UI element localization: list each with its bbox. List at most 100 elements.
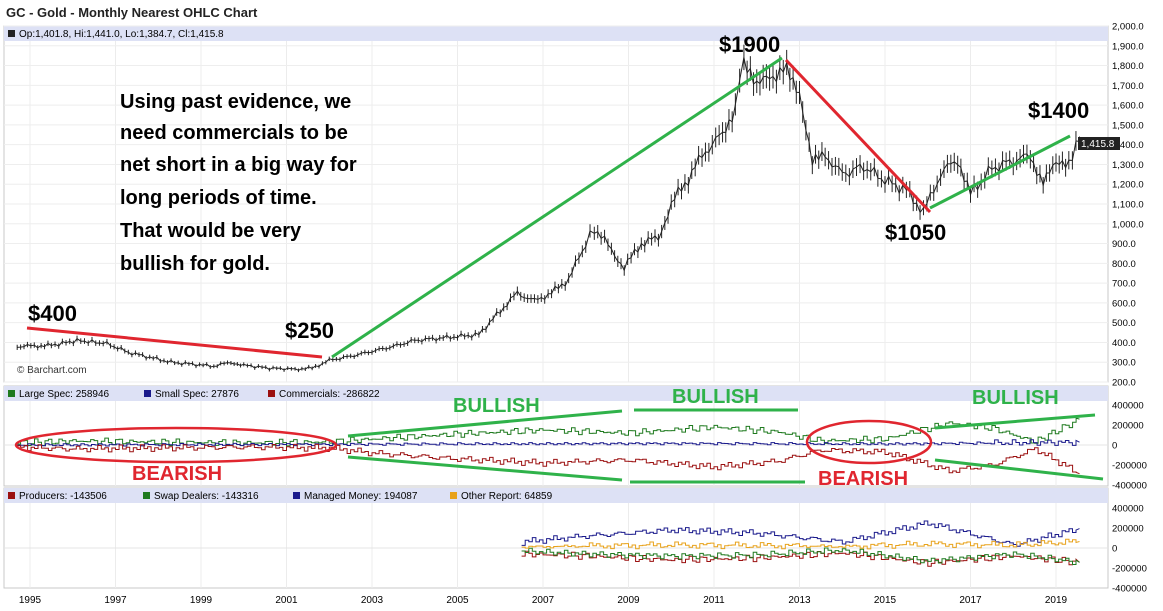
series-small-spec: [17, 439, 1080, 447]
cot-y-ticks: 400000 200000 0 -200000 -400000: [1112, 401, 1147, 492]
trendline-red-2012-2016: [784, 58, 932, 214]
price-series-line: [17, 57, 1080, 371]
commentary-line-2: need commercials to be: [120, 122, 348, 144]
price-y-tick-label: 600.0: [1112, 298, 1136, 309]
x-tick-label: 2015: [874, 595, 897, 606]
chart-title: GC - Gold - Monthly Nearest OHLC Chart: [6, 5, 258, 20]
price-y-tick-label: 1,600.0: [1112, 101, 1144, 112]
commentary-line-3: net short in a big way for: [120, 154, 357, 176]
bearish-ellipse-2: [805, 419, 933, 465]
price-y-tick-label: 2,000.0: [1112, 22, 1144, 33]
price-y-tick-label: 700.0: [1112, 279, 1136, 290]
commentary-line-6: bullish for gold.: [120, 253, 270, 275]
cot-y-tick-label: 200000: [1112, 421, 1144, 432]
cot-detail-legend: Producers: -143506 Swap Dealers: -143316…: [8, 491, 553, 502]
legend-producers: Producers: -143506: [19, 491, 107, 502]
price-y-ticks: 2,000.0 1,900.0 1,800.0 1,700.0 1,600.0 1,500…: [1112, 22, 1144, 389]
bullish-upper-line-3: [934, 413, 1096, 430]
price-y-tick-label: 1,300.0: [1112, 160, 1144, 171]
last-price-box: [1078, 137, 1120, 150]
price-y-tick-label: 1,000.0: [1112, 219, 1144, 230]
cot-y-tick-label: 0: [1112, 544, 1117, 555]
price-y-grid: [4, 25, 1108, 383]
bullish-lower-line-3: [934, 458, 1104, 481]
series-managed-money: [521, 520, 1080, 547]
price-legend-text: Op:1,401.8, Hi:1,441.0, Lo:1,384.7, Cl:1…: [19, 29, 224, 40]
legend-swatch-swap-dealers: [143, 492, 150, 499]
x-tick-label: 2009: [617, 595, 640, 606]
commentary-line-4: long periods of time.: [120, 187, 317, 209]
series-other-report: [521, 538, 1080, 550]
trendline-green-2016-2019: [929, 134, 1071, 210]
legend-swap-dealers: Swap Dealers: -143316: [154, 491, 259, 502]
trendline-red-1995: [26, 326, 323, 359]
cot-detail-panel-frame: [3, 487, 1109, 589]
x-tick-label: 1995: [19, 595, 42, 606]
price-y-tick-label: 300.0: [1112, 358, 1136, 369]
x-tick-label: 1997: [104, 595, 127, 606]
x-tick-label: 2013: [788, 595, 811, 606]
legend-swatch-large-spec: [8, 390, 15, 397]
cot-detail-series: [4, 520, 1108, 567]
legend-swatch-commercials: [268, 390, 275, 397]
price-y-tick-label: 500.0: [1112, 318, 1136, 329]
series-swap-dealers: [521, 547, 1080, 565]
annotation-1050: $1050: [885, 220, 946, 245]
x-tick-label: 2007: [532, 595, 555, 606]
cot-legend: Large Spec: 258946 Small Spec: 27876 Com…: [8, 389, 380, 400]
price-y-tick-label: 1,200.0: [1112, 180, 1144, 191]
x-tick-label: 2017: [959, 595, 982, 606]
cot-legend-bar: [4, 386, 1108, 401]
annotation-250: $250: [285, 318, 334, 343]
price-y-tick-label: 900.0: [1112, 239, 1136, 250]
x-tick-label: 1999: [190, 595, 213, 606]
price-y-tick-label: 400.0: [1112, 338, 1136, 349]
legend-swatch-price: [8, 30, 15, 37]
x-tick-label: 2019: [1045, 595, 1068, 606]
legend-swatch-producers: [8, 492, 15, 499]
x-tick-label: 2005: [446, 595, 469, 606]
commentary-text: Using past evidence, we need commercials…: [120, 91, 357, 275]
cot-detail-y-ticks: 400000 200000 0 -200000 -400000: [1112, 504, 1147, 595]
legend-swatch-small-spec: [144, 390, 151, 397]
label-bullish-3: BULLISH: [972, 387, 1059, 409]
price-y-tick-label: 1,900.0: [1112, 41, 1144, 52]
cot-y-tick-label: 0: [1112, 441, 1117, 452]
x-tick-label: 2003: [361, 595, 384, 606]
legend-managed-money: Managed Money: 194087: [304, 491, 418, 502]
cot-y-tick-label: 200000: [1112, 524, 1144, 535]
cot-y-tick-label: -200000: [1112, 461, 1147, 472]
price-y-tick-label: 200.0: [1112, 378, 1136, 389]
cot-y-tick-label: 400000: [1112, 401, 1144, 412]
legend-swatch-managed-money: [293, 492, 300, 499]
series-commercials: [17, 443, 1080, 475]
x-tick-label: 2011: [703, 595, 725, 606]
bullish-lower-line-1: [347, 455, 623, 482]
price-y-tick-label: 1,400.0: [1112, 140, 1144, 151]
cot-y-tick-label: -400000: [1112, 584, 1147, 595]
trendline-green-2002-2012: [331, 56, 783, 359]
watermark: © Barchart.com: [17, 365, 87, 376]
price-y-tick-label: 800.0: [1112, 259, 1136, 270]
price-y-tick-label: 1,100.0: [1112, 200, 1144, 211]
label-bearish-2: BEARISH: [818, 468, 908, 490]
bearish-ellipse-1: [14, 426, 338, 464]
label-bearish-1: BEARISH: [132, 463, 222, 485]
cot-y-tick-label: -200000: [1112, 564, 1147, 575]
series-large-spec: [17, 417, 1080, 447]
commentary-line-5: That would be very: [120, 220, 302, 242]
price-y-tick-label: 1,800.0: [1112, 61, 1144, 72]
commentary-line-1: Using past evidence, we: [120, 91, 351, 113]
bullish-upper-line-1: [347, 409, 623, 438]
cot-detail-legend-bar: [4, 488, 1108, 503]
annotation-400: $400: [28, 301, 77, 326]
cot-y-tick-label: -400000: [1112, 481, 1147, 492]
x-axis-ticks: 1995 1997 1999 2001 2003 2005 2007 2009 2011 2013…: [19, 595, 1068, 606]
price-legend-bar: [4, 26, 1108, 41]
cot-panel-frame: [3, 385, 1109, 487]
series-producers: [521, 550, 1080, 567]
label-bullish-1: BULLISH: [453, 395, 540, 417]
price-y-tick-label: 1,700.0: [1112, 81, 1144, 92]
legend-commercials: Commercials: -286822: [279, 389, 380, 400]
